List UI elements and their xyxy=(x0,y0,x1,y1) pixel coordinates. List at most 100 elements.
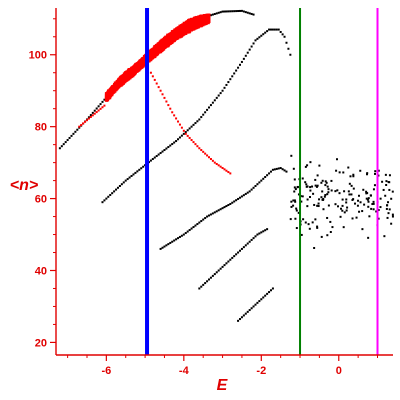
data-point xyxy=(304,181,307,184)
data-point xyxy=(304,221,307,224)
data-point xyxy=(246,51,249,54)
data-point xyxy=(370,207,373,210)
data-point xyxy=(338,171,341,174)
data-point xyxy=(221,207,224,210)
data-point xyxy=(217,209,220,212)
data-point xyxy=(178,235,181,238)
data-point xyxy=(229,172,232,175)
data-point xyxy=(157,153,160,156)
data-point xyxy=(173,141,176,144)
data-point xyxy=(151,158,154,161)
data-point xyxy=(283,35,286,38)
data-point xyxy=(322,198,325,201)
data-point xyxy=(244,244,247,247)
data-point xyxy=(290,205,293,208)
data-point xyxy=(66,139,69,142)
data-point xyxy=(211,101,214,104)
data-point xyxy=(206,154,209,157)
data-point xyxy=(254,235,257,238)
data-point xyxy=(295,227,298,230)
data-point xyxy=(221,265,224,268)
data-point xyxy=(111,192,114,195)
data-point xyxy=(346,206,349,209)
data-point xyxy=(108,96,112,100)
data-point xyxy=(190,139,193,142)
data-point xyxy=(240,60,243,63)
data-point xyxy=(219,11,222,14)
data-point xyxy=(229,10,232,13)
data-point xyxy=(283,169,286,172)
data-point xyxy=(223,86,226,89)
data-point xyxy=(208,278,211,281)
data-point xyxy=(325,181,328,184)
data-point xyxy=(384,194,387,197)
data-point xyxy=(142,165,145,168)
data-point xyxy=(317,202,320,205)
data-point xyxy=(235,10,238,13)
data-point xyxy=(167,146,170,149)
data-point xyxy=(163,149,166,152)
axes xyxy=(55,8,393,356)
data-point xyxy=(101,201,104,204)
data-point xyxy=(329,231,332,234)
data-point xyxy=(209,213,212,216)
data-point xyxy=(231,10,234,13)
data-point xyxy=(209,104,212,107)
data-point xyxy=(373,184,376,187)
data-point xyxy=(87,116,90,119)
data-point xyxy=(225,205,228,208)
data-point xyxy=(215,271,218,274)
data-point xyxy=(178,123,181,126)
data-point xyxy=(336,158,339,161)
data-point xyxy=(308,196,311,199)
data-point xyxy=(200,116,203,119)
x-tick-label: -6 xyxy=(101,365,111,377)
data-point xyxy=(296,186,299,189)
data-point xyxy=(169,144,172,147)
data-point xyxy=(293,186,296,189)
data-point xyxy=(99,107,102,110)
data-point xyxy=(358,210,361,213)
data-point xyxy=(200,220,203,223)
data-point xyxy=(231,256,234,259)
data-point xyxy=(308,227,311,230)
data-point xyxy=(367,200,370,203)
data-point xyxy=(206,280,209,283)
data-point xyxy=(254,184,257,187)
data-point xyxy=(365,197,368,200)
data-point xyxy=(116,186,119,189)
data-point xyxy=(250,238,253,241)
data-point xyxy=(93,109,96,112)
data-point xyxy=(200,149,203,152)
data-point xyxy=(132,173,135,176)
data-point xyxy=(277,28,280,31)
data-point xyxy=(208,106,211,109)
data-point xyxy=(238,196,241,199)
data-point xyxy=(323,195,326,198)
data-point xyxy=(375,210,378,213)
data-point xyxy=(264,229,267,232)
data-point xyxy=(306,164,309,167)
data-point xyxy=(315,185,318,188)
data-point xyxy=(159,247,162,250)
data-point xyxy=(271,168,274,171)
data-point xyxy=(248,190,251,193)
data-point xyxy=(292,204,295,207)
data-point xyxy=(357,194,360,197)
data-point xyxy=(289,53,292,56)
data-point xyxy=(322,208,325,211)
data-point xyxy=(235,253,238,256)
data-point xyxy=(382,188,385,191)
data-point xyxy=(269,28,272,31)
data-point xyxy=(371,203,374,206)
data-point xyxy=(167,104,170,107)
data-point xyxy=(198,118,201,121)
data-point xyxy=(367,205,370,208)
data-point xyxy=(301,195,304,198)
data-point xyxy=(202,218,205,221)
data-point xyxy=(314,218,317,221)
data-point xyxy=(237,66,240,69)
data-point xyxy=(262,296,265,299)
data-point xyxy=(227,81,230,84)
data-point xyxy=(264,31,267,34)
